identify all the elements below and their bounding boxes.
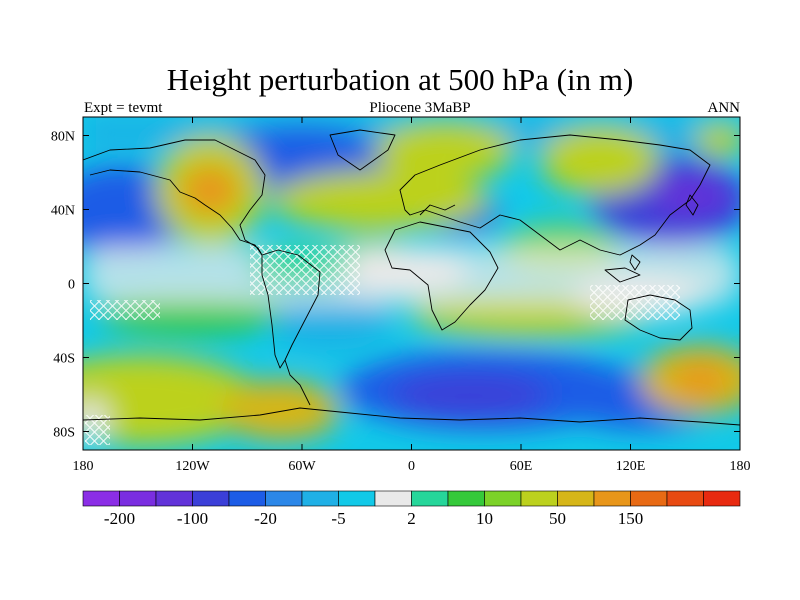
colorbar-swatch bbox=[374, 490, 412, 507]
lon-tick-label: 120W bbox=[175, 459, 210, 474]
lat-tick-label: 80S bbox=[53, 426, 75, 441]
lon-tick-label: 60E bbox=[510, 459, 533, 474]
colorbar-swatch bbox=[484, 490, 522, 507]
colorbar-swatch bbox=[630, 490, 668, 507]
colorbar-swatch bbox=[593, 490, 631, 507]
colorbar-swatch bbox=[192, 490, 230, 507]
colorbar-label: -20 bbox=[254, 509, 277, 528]
season-label: ANN bbox=[707, 100, 741, 116]
colorbar-label: 2 bbox=[407, 509, 416, 528]
latitude-axis: 80N 40N 0 40S 80S bbox=[51, 130, 740, 441]
colorbar-swatch bbox=[301, 490, 339, 507]
experiment-label: Expt = tevmt bbox=[84, 100, 163, 116]
colorbar-label: 150 bbox=[618, 509, 644, 528]
colorbar-swatch bbox=[265, 490, 303, 507]
colorbar-swatch bbox=[666, 490, 704, 507]
colorbar-swatch bbox=[447, 490, 485, 507]
lon-tick-label: 60W bbox=[288, 459, 316, 474]
colorbar-label: 50 bbox=[549, 509, 566, 528]
colorbar: -200 -100 -20 -5 2 10 50 150 bbox=[82, 490, 741, 528]
colorbar-label: 10 bbox=[476, 509, 493, 528]
coastlines bbox=[83, 129, 740, 426]
lon-tick-label: 120E bbox=[616, 459, 646, 474]
lat-tick-label: 40N bbox=[51, 204, 75, 219]
lon-tick-label: 180 bbox=[730, 459, 751, 474]
lon-tick-label: 180 bbox=[73, 459, 94, 474]
colorbar-swatch bbox=[411, 490, 449, 507]
plot-title: Height perturbation at 500 hPa (in m) bbox=[166, 62, 634, 97]
colorbar-label: -5 bbox=[331, 509, 345, 528]
lat-tick-label: 40S bbox=[53, 352, 75, 367]
colorbar-label: -100 bbox=[177, 509, 208, 528]
longitude-axis: 180 120W 60W 0 60E 120E 180 bbox=[73, 117, 751, 474]
colorbar-swatch bbox=[82, 490, 120, 507]
lat-tick-label: 80N bbox=[51, 130, 75, 145]
colorbar-swatch bbox=[338, 490, 376, 507]
colorbar-swatch bbox=[155, 490, 193, 507]
lat-tick-label: 0 bbox=[68, 278, 75, 293]
colorbar-label: -200 bbox=[104, 509, 135, 528]
colorbar-swatch bbox=[703, 490, 741, 507]
significance-stippling bbox=[85, 245, 680, 445]
period-label: Pliocene 3MaBP bbox=[369, 100, 471, 116]
colorbar-swatch bbox=[557, 490, 595, 507]
map-panel bbox=[82, 116, 741, 451]
lon-tick-label: 0 bbox=[408, 459, 415, 474]
colorbar-swatch bbox=[119, 490, 157, 507]
colorbar-swatch bbox=[228, 490, 266, 507]
colorbar-swatch bbox=[520, 490, 558, 507]
